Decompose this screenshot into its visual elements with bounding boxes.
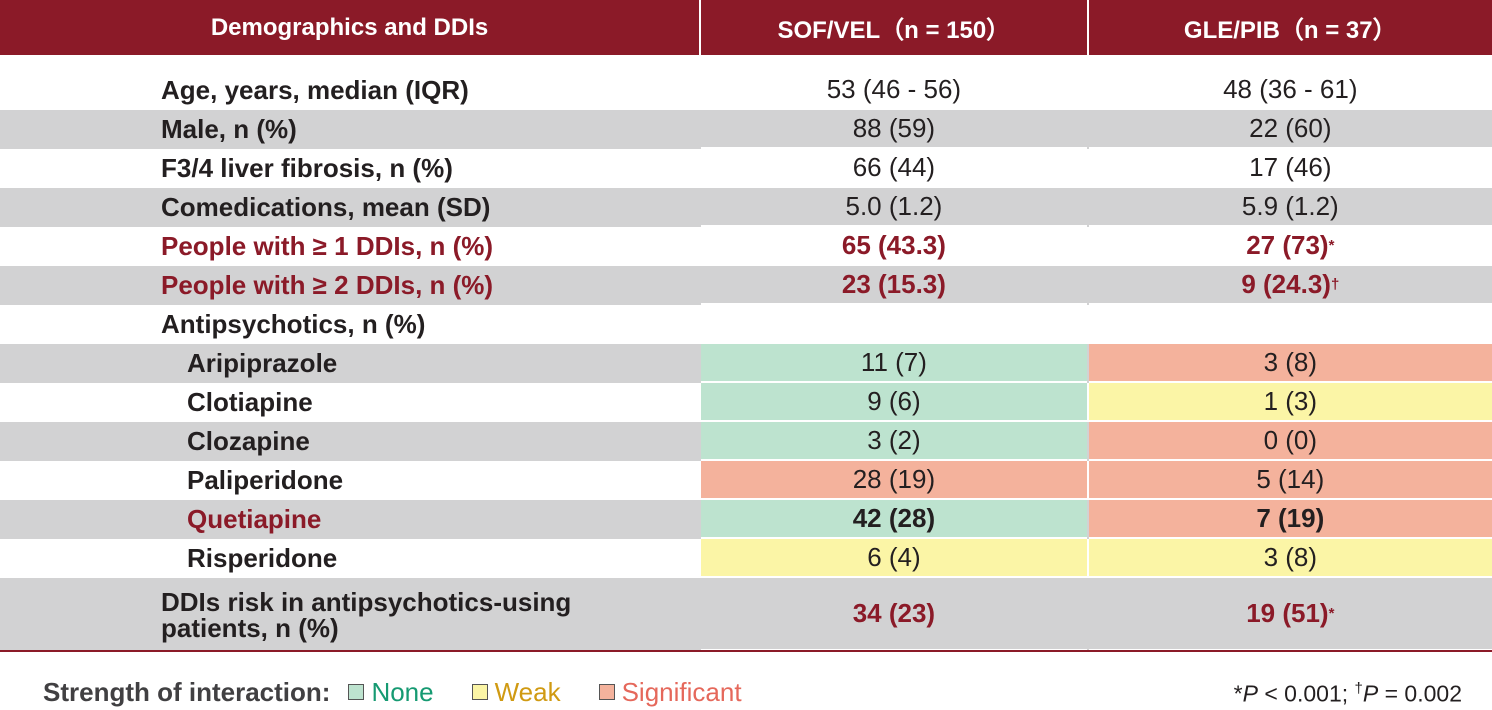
row-label: Comedications, mean (SD) — [161, 192, 491, 222]
sof-vel-value: 11 (7) — [701, 344, 1087, 383]
sof-vel-value: 53 (46 - 56) — [701, 71, 1087, 110]
gle-pib-value: 48 (36 - 61) — [1088, 71, 1492, 110]
header-sof-vel: SOF/VEL（n = 150） — [699, 0, 1086, 55]
gle-pib-value: 3 (8) — [1088, 344, 1492, 383]
significant-swatch-icon — [598, 684, 615, 700]
table-row: Male, n (%) 88 (59) 22 (60) — [0, 110, 1492, 149]
sof-vel-value: 23 (15.3) — [701, 266, 1087, 305]
gle-pib-value: 1 (3) — [1088, 383, 1492, 422]
sof-vel-value: 5.0 (1.2) — [701, 188, 1087, 227]
sof-vel-value: 66 (44) — [701, 149, 1087, 188]
gle-pib-value: 0 (0) — [1088, 422, 1492, 461]
row-label: People with ≥ 1 DDIs, n (%) — [161, 231, 494, 261]
row-label: DDIs risk in antipsychotics-using patien… — [0, 578, 699, 651]
sof-vel-value: 9 (6) — [701, 383, 1087, 422]
footnote-mark-1: * — [1233, 680, 1243, 707]
table-row: Clozapine 3 (2) 0 (0) — [0, 422, 1492, 461]
table-row: Antipsychotics, n (%) — [0, 305, 1492, 344]
table-row: Clotiapine 9 (6) 1 (3) — [0, 383, 1492, 422]
gle-pib-value: 19 (51) * — [1088, 578, 1492, 651]
row-label: Aripiprazole — [187, 348, 338, 378]
row-label: Age, years, median (IQR) — [161, 75, 469, 105]
table-row: Risperidone 6 (4) 3 (8) — [0, 539, 1492, 578]
significance-mark: * — [1328, 237, 1335, 254]
gle-pib-number: 27 (73) — [1246, 230, 1329, 260]
legend-label-significant: Significant — [621, 676, 742, 707]
sof-vel-value: 3 (2) — [701, 422, 1087, 461]
gle-pib-value: 22 (60) — [1088, 110, 1492, 149]
legend-item-none: None — [348, 676, 434, 708]
table-row: People with ≥ 1 DDIs, n (%) 65 (43.3) 27… — [0, 227, 1492, 266]
row-label: Risperidone — [187, 543, 338, 573]
table-bottom-rule — [0, 650, 1492, 652]
sof-vel-value: 88 (59) — [701, 110, 1087, 149]
sof-vel-value — [701, 305, 1087, 344]
legend-item-significant: Significant — [598, 676, 742, 708]
header-demographics: Demographics and DDIs — [210, 13, 489, 41]
significance-mark: † — [1330, 276, 1340, 293]
gle-pib-value: 27 (73) * — [1088, 227, 1492, 266]
sof-vel-value: 34 (23) — [701, 578, 1087, 651]
row-label: Paliperidone — [187, 465, 344, 495]
gle-pib-value — [1088, 305, 1492, 344]
gle-pib-value: 9 (24.3) † — [1088, 266, 1492, 305]
table-row: People with ≥ 2 DDIs, n (%) 23 (15.3) 9 … — [0, 266, 1492, 305]
gle-pib-number: 9 (24.3) — [1241, 269, 1331, 299]
weak-swatch-icon — [471, 684, 488, 700]
row-label: Clozapine — [187, 426, 310, 456]
header-gle-pib: GLE/PIB（n = 37） — [1086, 0, 1492, 55]
table-row: F3/4 liver fibrosis, n (%) 66 (44) 17 (4… — [0, 149, 1492, 188]
sof-vel-value: 28 (19) — [701, 461, 1087, 500]
gle-pib-value: 5 (14) — [1088, 461, 1492, 500]
table-body: Age, years, median (IQR) 53 (46 - 56) 48… — [0, 71, 1492, 651]
gle-pib-value: 17 (46) — [1088, 149, 1492, 188]
footnote-p-var-2: P — [1362, 680, 1379, 707]
table-row: Paliperidone 28 (19) 5 (14) — [0, 461, 1492, 500]
table-row: DDIs risk in antipsychotics-using patien… — [0, 578, 1492, 651]
table-header: Demographics and DDIs SOF/VEL（n = 150） G… — [0, 0, 1492, 55]
footnote-value-1: < 0.001; — [1257, 680, 1355, 707]
legend-label-weak: Weak — [494, 676, 561, 707]
footnote-value-2: = 0.002 — [1378, 680, 1462, 707]
row-label: F3/4 liver fibrosis, n (%) — [161, 153, 453, 183]
none-swatch-icon — [348, 684, 365, 700]
row-label-line2: patients, n (%) — [161, 612, 339, 643]
gle-pib-value: 7 (19) — [1088, 500, 1492, 539]
table-row: Comedications, mean (SD) 5.0 (1.2) 5.9 (… — [0, 188, 1492, 227]
row-label: People with ≥ 2 DDIs, n (%) — [161, 270, 494, 300]
legend-title: Strength of interaction: — [43, 676, 331, 707]
legend-label-none: None — [371, 676, 434, 707]
row-label: Antipsychotics, n (%) — [161, 309, 426, 339]
legend-item-weak: Weak — [471, 676, 561, 708]
gle-pib-value: 5.9 (1.2) — [1088, 188, 1492, 227]
row-label: Male, n (%) — [161, 114, 297, 144]
sof-vel-value: 65 (43.3) — [701, 227, 1087, 266]
row-label: Quetiapine — [187, 504, 322, 534]
table-row: Quetiapine 42 (28) 7 (19) — [0, 500, 1492, 539]
row-label: Clotiapine — [187, 387, 313, 417]
footnote-mark-2: † — [1354, 680, 1363, 697]
sof-vel-value: 6 (4) — [701, 539, 1087, 578]
footnote-p-var-1: P — [1242, 680, 1258, 707]
footnote-p-values: *P < 0.001; †P = 0.002 — [1234, 680, 1462, 708]
gle-pib-value: 3 (8) — [1088, 539, 1492, 578]
row-label-line1: DDIs risk in antipsychotics-using — [161, 586, 572, 617]
significance-mark: * — [1328, 605, 1335, 622]
sof-vel-value: 42 (28) — [701, 500, 1087, 539]
table-row: Age, years, median (IQR) 53 (46 - 56) 48… — [0, 71, 1492, 110]
legend: Strength of interaction: None Weak Signi… — [43, 674, 780, 710]
gle-pib-number: 19 (51) — [1246, 598, 1329, 628]
table-row: Aripiprazole 11 (7) 3 (8) — [0, 344, 1492, 383]
